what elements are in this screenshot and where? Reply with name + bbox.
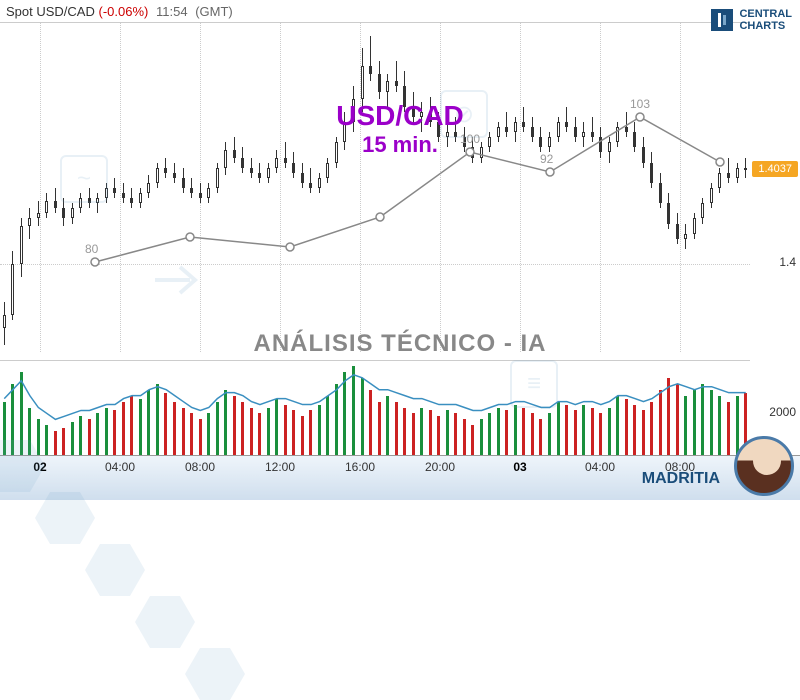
price-axis: 1.4037 [750,22,800,352]
chart-header: Spot USD/CAD (-0.06%) 11:54 (GMT) [6,4,233,19]
x-tick-label: 08:00 [185,460,215,474]
instrument-title: Spot USD/CAD [6,4,95,19]
watermark-hex-icon [0,440,45,492]
x-tick-label: 03 [513,460,526,474]
x-tick-label: 04:00 [105,460,135,474]
watermark-icon: ~ [60,155,108,203]
pair-label: USD/CAD [336,100,464,132]
logo-line2: CHARTS [739,20,792,32]
price-change: (-0.06%) [99,4,149,19]
avatar-icon[interactable] [734,436,794,496]
footer-brand: MADRITIA [642,470,720,488]
watermark-hex-icon [185,648,245,700]
price-chart[interactable] [0,22,750,352]
logo-text: CENTRAL CHARTS [739,8,792,32]
y-tick-label: 1.4 [779,255,796,269]
indicator-value-label: 92 [540,152,553,166]
timeframe-label: 15 min. [336,132,464,158]
watermark-icon: ≡ [510,360,558,408]
watermark-hex-icon [135,596,195,648]
timezone: (GMT) [195,4,233,19]
x-tick-label: 20:00 [425,460,455,474]
watermark-icon [150,255,210,310]
indicator-value-label: 103 [630,97,650,111]
indicator-value-label: 80 [85,242,98,256]
chart-title-overlay: USD/CAD 15 min. [336,100,464,158]
x-tick-label: 04:00 [585,460,615,474]
logo-icon [711,9,733,31]
timestamp: 11:54 [156,4,188,19]
volume-chart[interactable] [0,360,750,455]
x-tick-label: 16:00 [345,460,375,474]
logo-line1: CENTRAL [739,8,792,20]
analysis-label: ANÁLISIS TÉCNICO - IA [253,330,546,358]
brand-logo: CENTRAL CHARTS [711,8,792,32]
x-tick-label: 12:00 [265,460,295,474]
watermark-hex-icon [85,544,145,596]
volume-axis-label: 2000 [769,405,796,419]
current-price-tag: 1.4037 [752,161,798,177]
